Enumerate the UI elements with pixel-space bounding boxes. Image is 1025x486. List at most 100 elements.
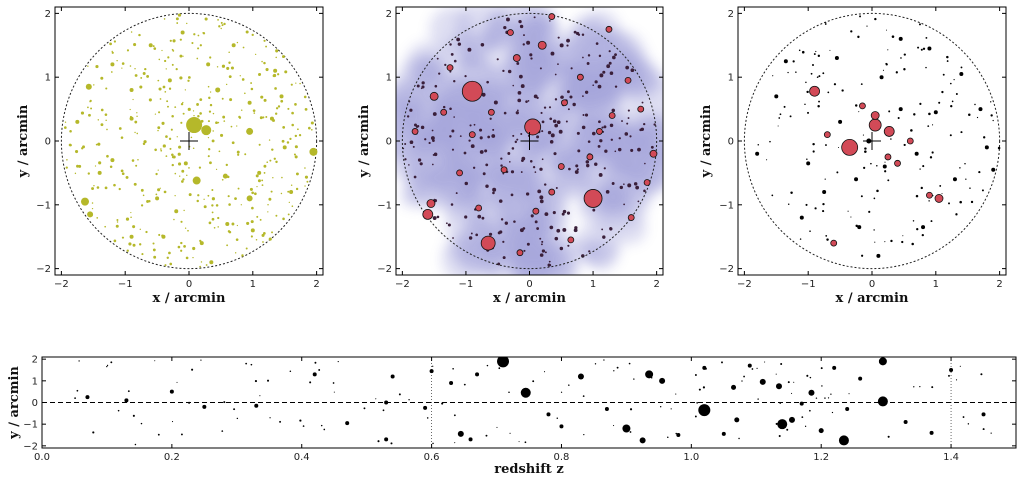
faint-galaxy: [204, 17, 208, 21]
faint-source: [884, 241, 886, 243]
data-point: [583, 189, 603, 208]
background-source: [541, 120, 545, 124]
x-tick-label: 2: [653, 279, 659, 290]
data-point: [129, 234, 134, 239]
faint-galaxy: [161, 121, 165, 125]
x-tick-label: −2: [54, 279, 69, 290]
background-source: [602, 70, 606, 74]
faint-source: [876, 189, 879, 193]
x-tick-label: 1: [250, 279, 256, 290]
background-source: [421, 81, 425, 85]
background-source: [555, 186, 558, 189]
faint-galaxy: [197, 115, 200, 118]
faint-galaxy: [268, 237, 272, 241]
faint-source: [955, 92, 958, 95]
faint-source: [741, 380, 743, 382]
faint-galaxy: [148, 98, 152, 102]
data-point: [731, 384, 737, 390]
background-source: [581, 33, 585, 36]
background-source: [598, 173, 603, 177]
faint-galaxy: [162, 85, 166, 89]
faint-source: [775, 422, 778, 425]
faint-source: [200, 359, 202, 361]
background-source: [617, 147, 622, 152]
faint-galaxy: [239, 75, 241, 77]
background-source: [503, 25, 507, 30]
x-tick-label: 0: [186, 279, 192, 290]
data-point: [734, 417, 740, 423]
data-point: [823, 131, 831, 139]
faint-source: [613, 370, 615, 372]
data-point: [818, 428, 824, 434]
background-source: [609, 123, 614, 128]
faint-source: [886, 29, 888, 31]
faint-source: [532, 380, 535, 383]
faint-galaxy: [213, 226, 216, 229]
faint-source: [960, 131, 963, 134]
data-point: [201, 125, 212, 136]
background-source: [599, 73, 604, 78]
faint-source: [267, 379, 270, 382]
faint-galaxy: [137, 158, 139, 161]
faint-source: [806, 374, 809, 377]
faint-galaxy: [236, 224, 239, 227]
faint-galaxy: [287, 213, 290, 216]
faint-galaxy: [250, 235, 253, 238]
background-source: [618, 137, 621, 140]
faint-galaxy: [109, 165, 113, 169]
background-source: [558, 129, 563, 134]
faint-galaxy: [257, 179, 261, 183]
x-tick-label: 2: [313, 279, 319, 290]
background-source: [630, 68, 635, 73]
faint-galaxy: [158, 58, 161, 61]
faint-source: [560, 391, 563, 393]
data-point: [524, 118, 542, 136]
faint-galaxy: [261, 60, 263, 63]
data-point: [884, 153, 892, 161]
faint-galaxy: [267, 204, 269, 206]
faint-galaxy: [308, 126, 311, 130]
faint-galaxy: [241, 254, 244, 257]
data-point: [870, 111, 880, 120]
background-source: [539, 237, 542, 240]
data-point: [604, 407, 609, 411]
faint-source: [337, 361, 339, 363]
faint-galaxy: [157, 126, 161, 130]
faint-source: [556, 417, 559, 419]
chart-panel-redshift-distribution: 0.0 0.2 0.4 0.6 0.8 1.0 1.2 1.4 −2 −1 0 1 2 redshift …: [7, 355, 1017, 477]
faint-galaxy: [175, 17, 179, 21]
data-point-black: [898, 36, 903, 41]
faint-galaxy: [265, 45, 267, 48]
background-source: [453, 116, 455, 118]
background-source: [602, 235, 606, 239]
background-source: [644, 162, 646, 165]
x-tick-label: 0.6: [424, 452, 440, 463]
faint-galaxy: [251, 206, 254, 210]
faint-galaxy: [244, 92, 246, 95]
faint-galaxy: [93, 185, 95, 187]
faint-source: [250, 363, 253, 366]
background-source: [434, 84, 438, 88]
data-point-black: [978, 107, 983, 112]
background-source: [541, 240, 544, 243]
faint-galaxy: [209, 91, 212, 93]
data-point: [124, 398, 129, 403]
faint-galaxies: [64, 13, 314, 268]
background-source: [479, 150, 484, 154]
data-point: [830, 239, 838, 247]
background-source: [553, 152, 557, 156]
x-tick-label: −2: [395, 279, 410, 290]
faint-source: [408, 399, 410, 401]
y-tick-label: 1: [728, 73, 734, 84]
background-source: [436, 57, 439, 60]
background-source: [592, 84, 595, 87]
faint-source: [990, 101, 992, 103]
data-point: [981, 412, 986, 417]
faint-source: [769, 140, 771, 143]
faint-source: [452, 367, 454, 370]
faint-galaxy: [163, 190, 167, 194]
faint-source: [815, 50, 817, 53]
faint-galaxy: [121, 62, 125, 65]
data-point: [85, 395, 90, 400]
data-point: [747, 363, 752, 368]
